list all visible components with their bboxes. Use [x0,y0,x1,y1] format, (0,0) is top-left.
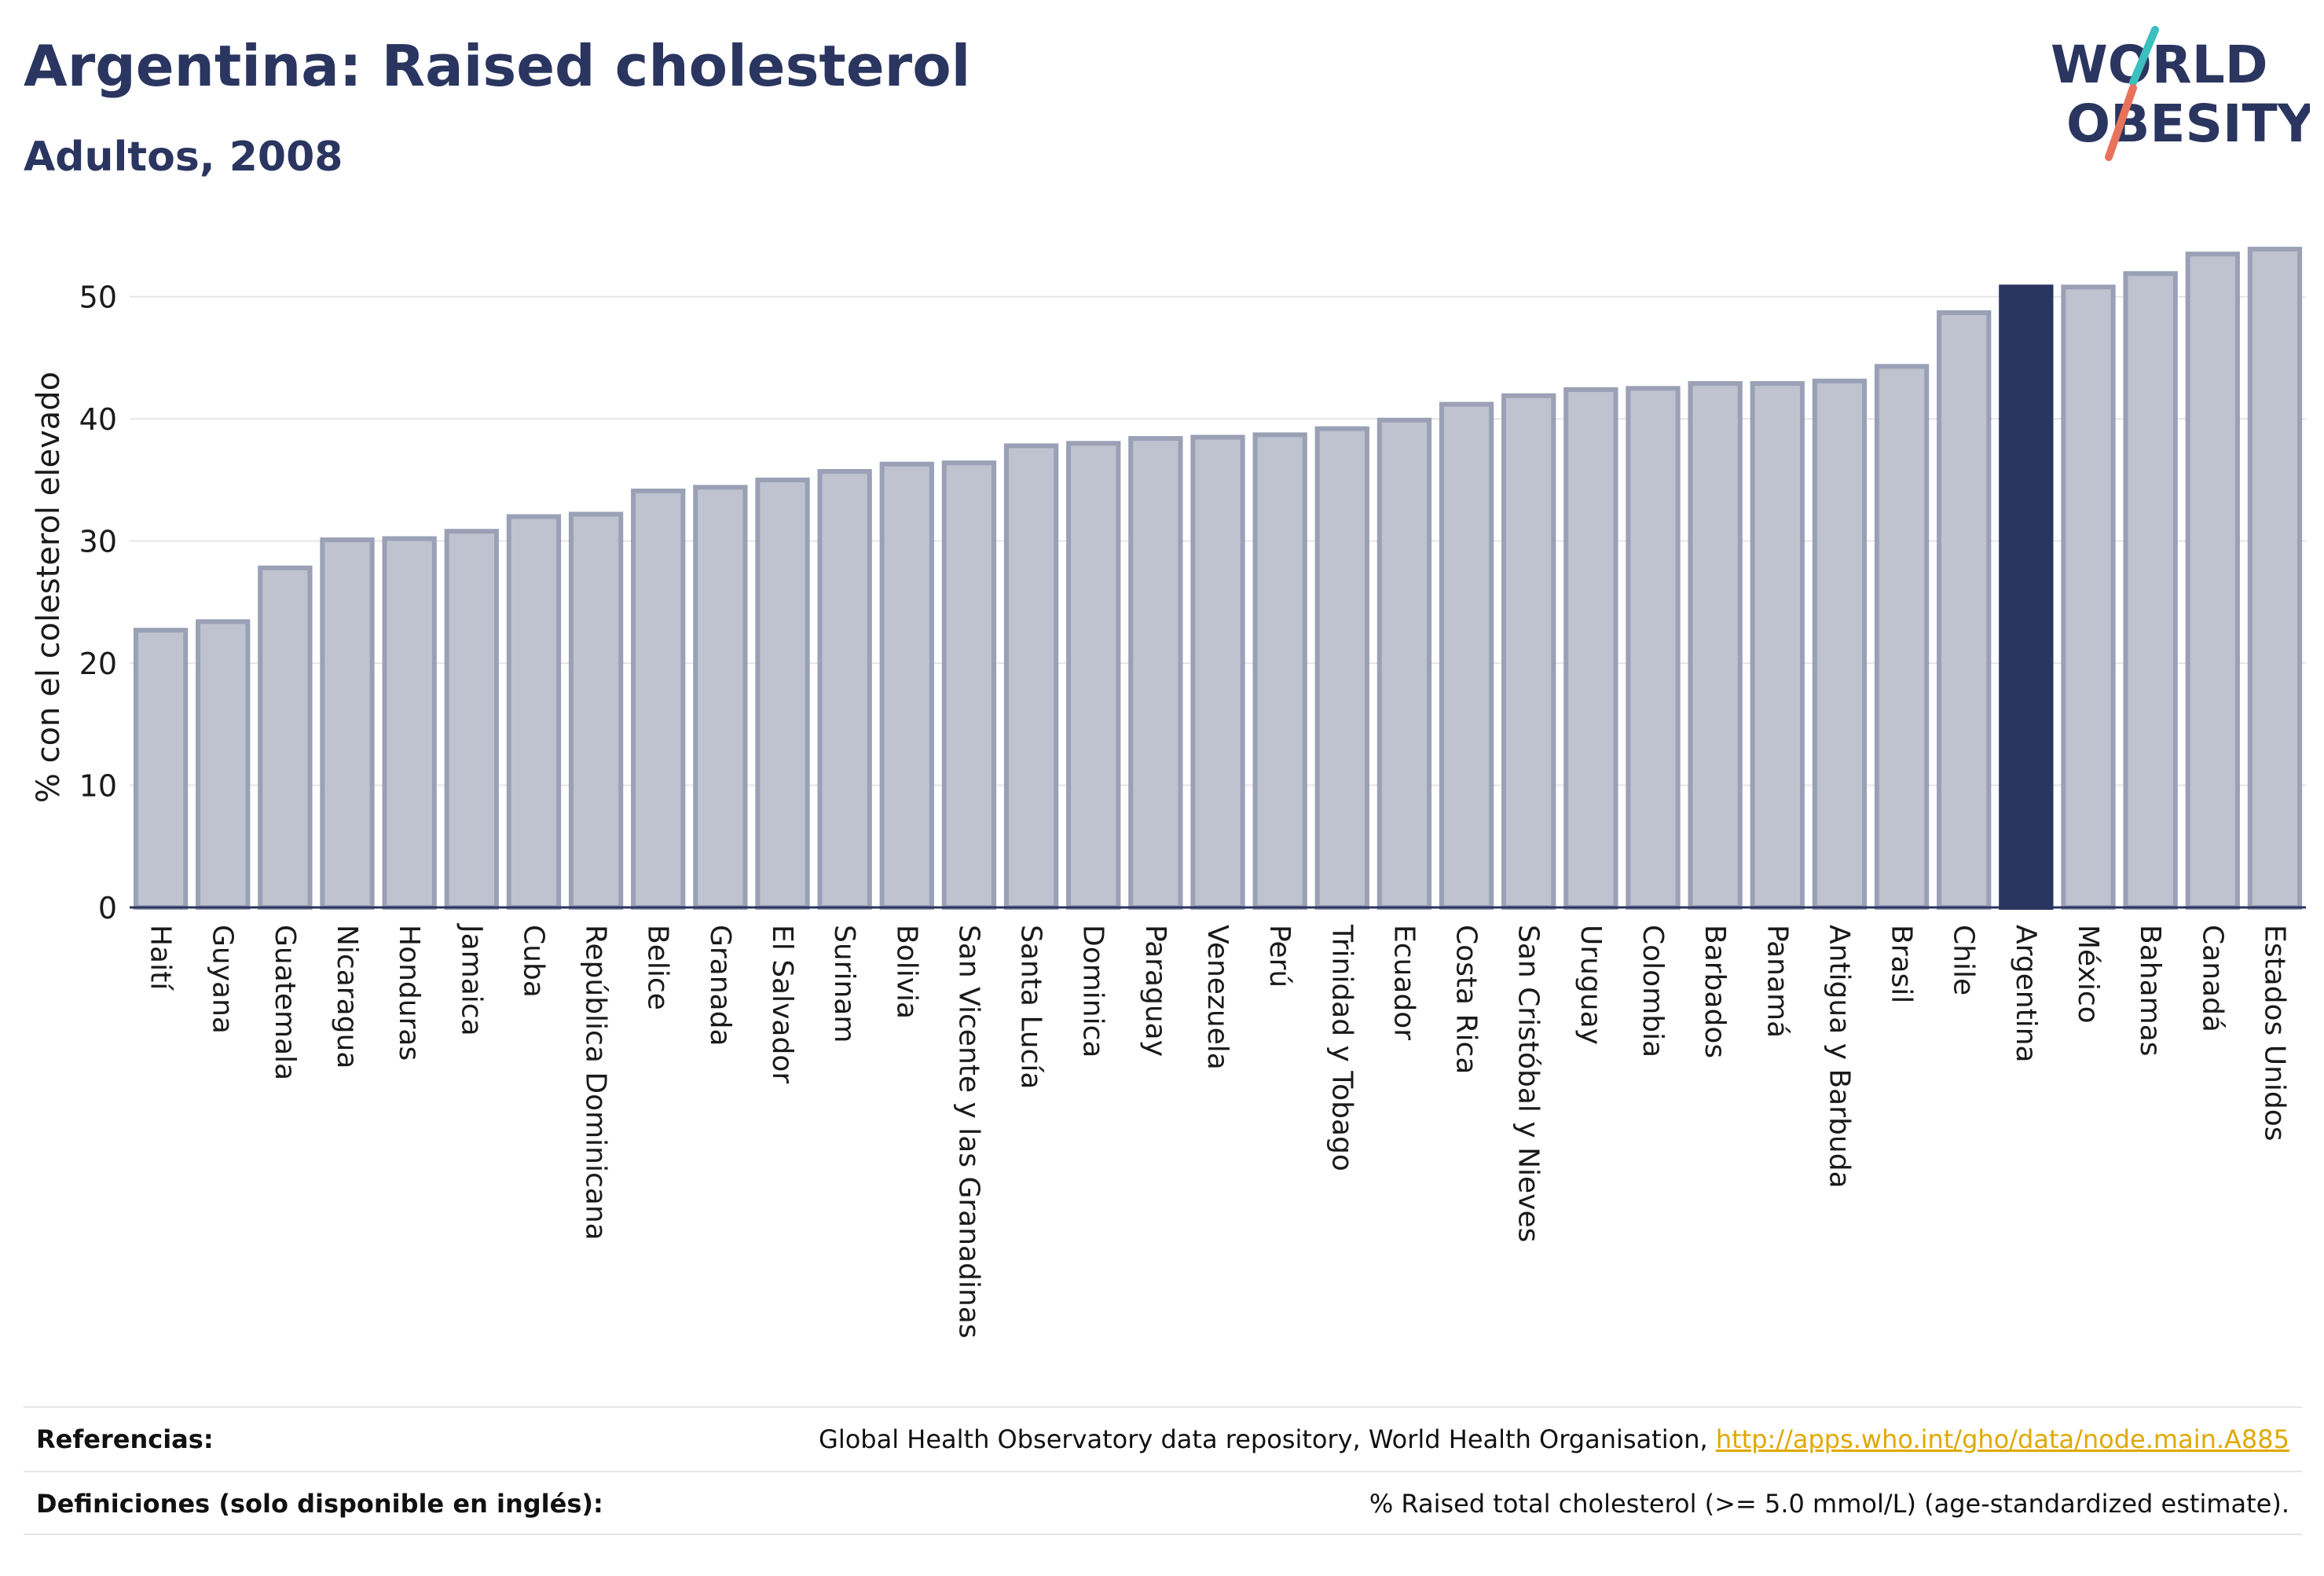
x-tick-label: Barbados [1699,925,1731,1058]
logo-word-world: WORLD [2051,35,2268,95]
chart-title: Argentina: Raised cholesterol [24,33,971,99]
bar-guyana[interactable] [196,619,251,911]
logo-slash-top [2129,26,2159,86]
x-axis-labels: Haití Guyana Guatemala Nicaragua Honduras Jam… [145,923,2291,1339]
bar-santa-lucía[interactable] [1003,443,1059,910]
bar-república-dominicana[interactable] [568,511,624,910]
y-tick-label: 10 [79,769,117,804]
references-label: Referencias: [36,1424,214,1454]
bar-cuba[interactable] [506,514,562,911]
bar-guatemala[interactable] [258,565,313,910]
x-tick-label: México [2072,925,2104,1024]
x-tick-label: Guyana [207,925,239,1034]
bar-barbados[interactable] [1688,381,1743,911]
bar-bolivia[interactable] [879,461,934,910]
x-tick-label: Dominica [1077,925,1109,1058]
x-tick-label: Belice [642,925,674,1010]
y-axis-ticks: 0 10 20 30 40 50 [79,280,117,925]
x-tick-label: Chile [1948,925,1980,995]
x-tick-label: Brasil [1886,925,1918,1003]
x-tick-label: Venezuela [1201,925,1233,1070]
bar-paraguay[interactable] [1128,436,1183,910]
bar-venezuela[interactable] [1190,434,1245,910]
bar-belice[interactable] [631,488,686,910]
bars [133,247,2303,911]
x-tick-label: Antigua y Barbuda [1823,925,1855,1189]
definitions-label: Definiciones (solo disponible en inglés)… [36,1489,603,1519]
bar-chart: 0 10 20 30 40 50 Haití Guyana Guatemala Nicaragu… [31,247,2306,1339]
y-tick-label: 50 [79,280,117,315]
bar-argentina[interactable] [1999,284,2054,911]
x-tick-label: Bolivia [890,925,922,1019]
x-tick-label: Honduras [393,925,425,1061]
y-tick-label: 0 [98,891,117,925]
x-tick-label: Ecuador [1387,925,1420,1040]
bar-haití[interactable] [133,628,189,910]
x-tick-label: Argentina [2010,925,2042,1063]
bar-méxico[interactable] [2061,284,2116,911]
references-text: Global Health Observatory data repositor… [819,1424,1716,1454]
x-tick-label: El Salvador [766,925,798,1083]
y-tick-label: 20 [79,647,117,681]
y-tick-label: 30 [79,525,117,559]
footer-divider [24,1534,2302,1535]
bar-honduras[interactable] [382,536,437,910]
x-tick-label: Panamá [1761,925,1793,1038]
bar-estados-unidos[interactable] [2247,247,2303,911]
bar-jamaica[interactable] [444,529,499,910]
bar-granada[interactable] [693,485,748,910]
x-tick-label: Trinidad y Tobago [1325,924,1358,1171]
bar-el-salvador[interactable] [755,477,810,910]
x-tick-label: Santa Lucía [1015,925,1047,1089]
bar-panamá[interactable] [1750,381,1805,911]
bar-san-cristóbal-y-nieves[interactable] [1501,393,1556,910]
bar-trinidad-y-tobago[interactable] [1314,426,1369,910]
references-row: Referencias: Global Health Observatory d… [24,1406,2302,1471]
x-tick-label: Canadá [2196,925,2228,1032]
bar-dominica[interactable] [1066,441,1121,910]
x-tick-label: Granada [704,925,736,1046]
x-tick-label: Nicaragua [331,925,363,1068]
bar-brasil[interactable] [1874,364,1930,910]
bar-colombia[interactable] [1626,386,1681,910]
x-tick-label: Uruguay [1574,925,1607,1045]
x-tick-label: República Dominicana [580,925,612,1241]
bar-perú[interactable] [1252,432,1307,910]
x-tick-label: Surinam [828,925,860,1043]
x-tick-label: Jamaica [455,923,487,1036]
y-axis-label: % con el colesterol elevado [31,372,67,803]
bar-chile[interactable] [1937,310,1992,911]
x-tick-label: Paraguay [1139,925,1171,1057]
x-tick-label: Cuba [517,925,549,998]
references-value: Global Health Observatory data repositor… [819,1424,2302,1454]
references-link[interactable]: http://apps.who.int/gho/data/node.main.A… [1715,1424,2289,1454]
x-tick-label: Bahamas [2134,925,2166,1057]
bar-uruguay[interactable] [1563,387,1618,910]
bar-ecuador[interactable] [1376,417,1432,910]
bar-surinam[interactable] [817,469,872,910]
bar-nicaragua[interactable] [320,537,375,911]
world-obesity-logo: WORLD OBESITY [2051,26,2310,161]
x-tick-label: Haití [145,925,177,991]
x-tick-label: San Cristóbal y Nieves [1512,925,1545,1242]
x-tick-label: Guatemala [269,925,301,1080]
y-tick-label: 40 [79,402,117,437]
bar-san-vicente-y-las-granadinas[interactable] [941,460,997,910]
chart-subtitle: Adultos, 2008 [24,134,343,181]
bar-bahamas[interactable] [2123,271,2178,910]
x-tick-label: Colombia [1637,925,1669,1057]
bar-antigua-y-barbuda[interactable] [1812,378,1868,910]
x-tick-label: Estados Unidos [2258,925,2290,1142]
definitions-value: % Raised total cholesterol (>= 5.0 mmol/… [1369,1489,2289,1519]
logo-word-obesity: OBESITY [2066,93,2310,154]
x-tick-label: San Vicente y las Granadinas [952,925,984,1339]
x-tick-label: Perú [1263,925,1296,988]
logo-slash-bottom [2105,84,2137,161]
bar-costa-rica[interactable] [1439,401,1494,910]
bar-canadá[interactable] [2185,251,2240,910]
x-tick-label: Costa Rica [1450,925,1483,1074]
definitions-row: Definiciones (solo disponible en inglés)… [24,1471,2302,1535]
